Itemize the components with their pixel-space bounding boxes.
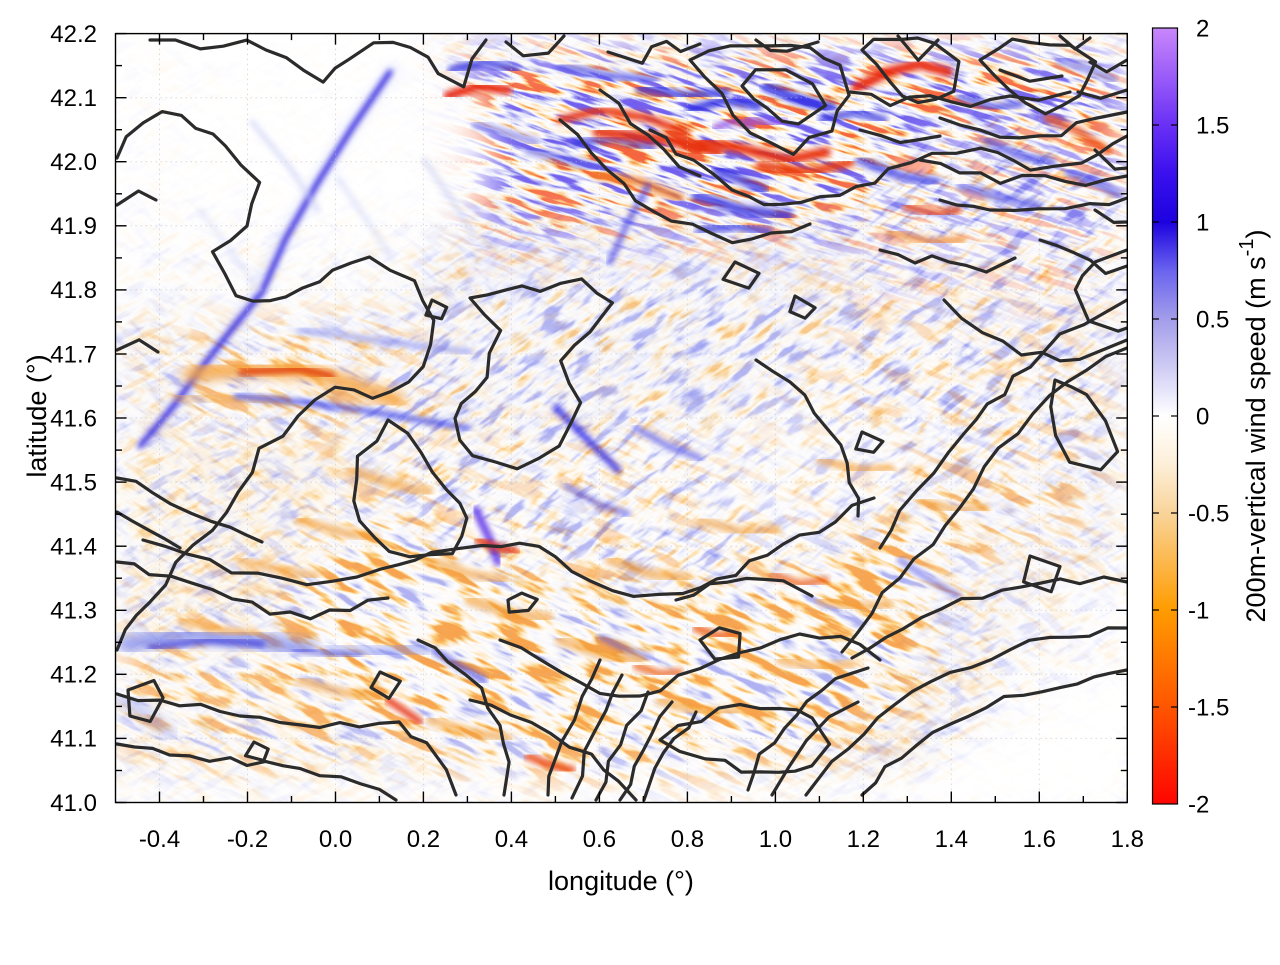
svg-text:0.8: 0.8 bbox=[671, 826, 704, 853]
svg-text:42.1: 42.1 bbox=[50, 85, 97, 112]
svg-text:1: 1 bbox=[1196, 209, 1209, 236]
svg-text:0: 0 bbox=[1196, 403, 1209, 430]
svg-text:0.5: 0.5 bbox=[1196, 306, 1229, 333]
svg-text:-0.5: -0.5 bbox=[1188, 500, 1229, 527]
svg-text:-1.5: -1.5 bbox=[1188, 694, 1229, 721]
svg-text:0.4: 0.4 bbox=[495, 826, 528, 853]
svg-text:1.6: 1.6 bbox=[1023, 826, 1056, 853]
svg-text:42.0: 42.0 bbox=[50, 149, 97, 176]
svg-text:41.0: 41.0 bbox=[50, 790, 97, 817]
svg-text:0.6: 0.6 bbox=[583, 826, 616, 853]
svg-text:41.7: 41.7 bbox=[50, 341, 97, 368]
svg-text:41.8: 41.8 bbox=[50, 277, 97, 304]
svg-text:-2: -2 bbox=[1188, 791, 1209, 818]
svg-text:41.1: 41.1 bbox=[50, 726, 97, 753]
svg-text:-0.2: -0.2 bbox=[227, 826, 268, 853]
svg-text:1.0: 1.0 bbox=[759, 826, 792, 853]
svg-text:41.3: 41.3 bbox=[50, 598, 97, 625]
svg-text:41.4: 41.4 bbox=[50, 534, 97, 561]
svg-text:-0.4: -0.4 bbox=[139, 826, 180, 853]
svg-text:1.5: 1.5 bbox=[1196, 112, 1229, 139]
svg-text:41.2: 41.2 bbox=[50, 662, 97, 689]
svg-text:1.2: 1.2 bbox=[847, 826, 880, 853]
svg-text:200m-vertical wind speed (m s-: 200m-vertical wind speed (m s-1) bbox=[1236, 230, 1271, 623]
svg-text:41.9: 41.9 bbox=[50, 213, 97, 240]
svg-text:0.2: 0.2 bbox=[407, 826, 440, 853]
svg-text:41.6: 41.6 bbox=[50, 405, 97, 432]
svg-text:1.4: 1.4 bbox=[935, 826, 968, 853]
svg-text:0.0: 0.0 bbox=[319, 826, 352, 853]
svg-text:2: 2 bbox=[1196, 15, 1209, 42]
svg-text:latitude (°): latitude (°) bbox=[22, 354, 52, 477]
svg-text:1.8: 1.8 bbox=[1111, 826, 1144, 853]
svg-text:-1: -1 bbox=[1188, 597, 1209, 624]
svg-text:41.5: 41.5 bbox=[50, 469, 97, 496]
svg-text:longitude (°): longitude (°) bbox=[548, 866, 694, 896]
svg-text:42.2: 42.2 bbox=[50, 21, 97, 48]
